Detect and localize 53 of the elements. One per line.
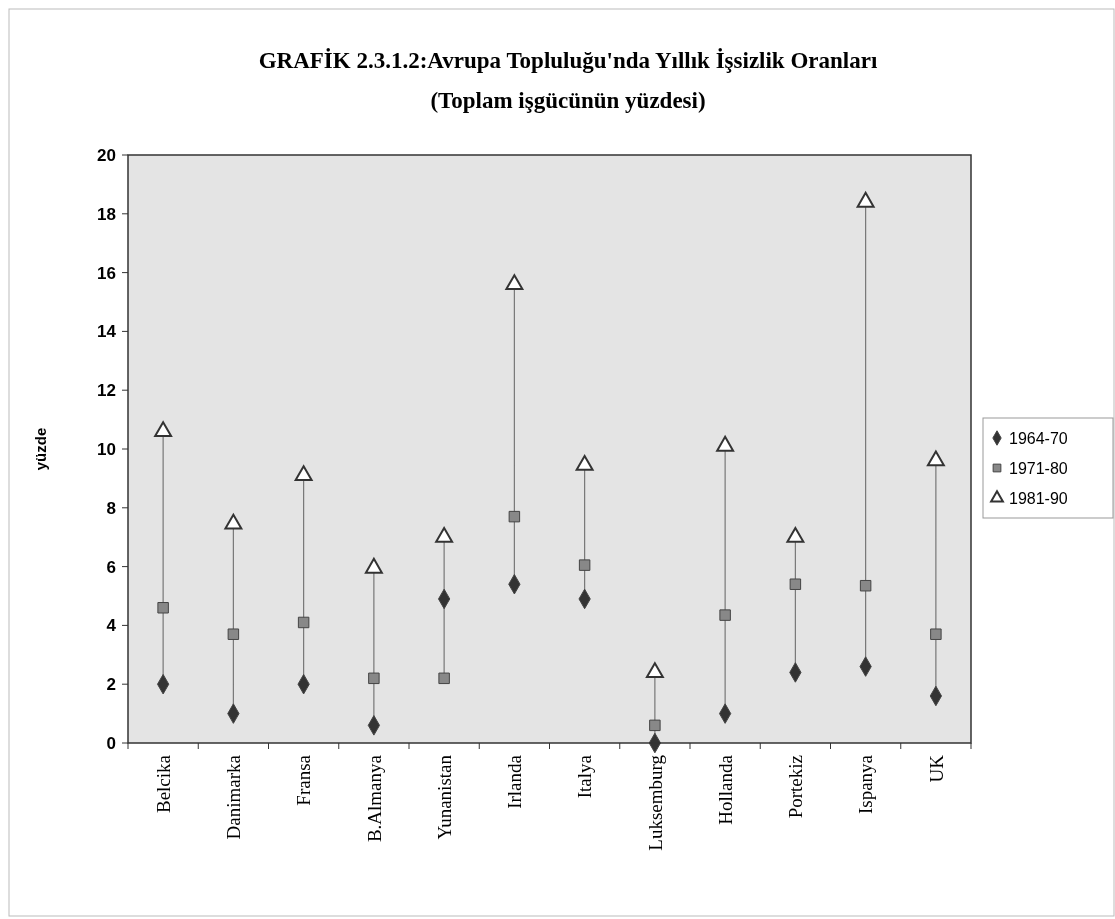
point [435, 527, 454, 543]
legend-label: 1964-70 [1009, 429, 1068, 447]
point [575, 454, 594, 471]
y-tick-label: 6 [106, 557, 116, 577]
point [297, 616, 310, 629]
x-tick-label: Hollanda [714, 754, 736, 825]
y-tick-label: 14 [97, 322, 117, 342]
point [364, 557, 383, 574]
point [649, 719, 661, 732]
point [719, 609, 731, 621]
point [157, 602, 169, 614]
x-tick-label: UK [925, 754, 947, 783]
y-tick-label: 12 [97, 381, 116, 401]
x-tick-label: Ispanya [855, 754, 877, 815]
y-tick-label: 16 [97, 263, 116, 283]
y-tick-label: 20 [97, 145, 116, 165]
point [645, 662, 664, 679]
point [716, 435, 735, 452]
point [789, 578, 802, 590]
point [224, 513, 243, 530]
y-tick-label: 18 [97, 204, 116, 224]
y-tick-label: 10 [97, 439, 116, 459]
y-tick-label: 0 [106, 733, 116, 753]
point [508, 510, 521, 523]
legend-label: 1981-90 [1009, 489, 1068, 507]
point [578, 559, 591, 571]
x-tick-label: Irlanda [504, 754, 526, 809]
x-tick-label: Yunanistan [433, 754, 455, 840]
chart-subtitle: (Toplam işgücünün yüzdesi) [430, 88, 706, 113]
x-tick-label: Portekiz [785, 755, 807, 819]
y-tick-label: 4 [106, 616, 117, 636]
x-tick-label: Danimarka [223, 754, 245, 840]
x-tick-label: B.Almanya [363, 754, 385, 843]
x-tick-label: Italya [574, 754, 596, 799]
point [227, 628, 240, 640]
point [505, 274, 524, 290]
y-axis-title: yüzde [32, 427, 49, 471]
point [859, 579, 872, 592]
y-tick-label: 2 [106, 675, 116, 695]
point [856, 191, 875, 208]
point [438, 672, 450, 685]
x-tick-label: Fransa [293, 754, 315, 806]
chart-title: GRAFİK 2.3.1.2:Avrupa Topluluğu'nda Yıllık İşsizlik Oranları [258, 48, 878, 73]
point [786, 527, 805, 543]
x-tick-label: Belcika [152, 754, 174, 814]
point [294, 465, 313, 482]
x-tick-label: Luksemburg [644, 754, 666, 851]
point [368, 672, 380, 685]
legend-label: 1971-80 [1009, 459, 1068, 477]
point [930, 628, 942, 640]
point [154, 421, 173, 437]
y-tick-label: 8 [106, 498, 116, 518]
point [926, 450, 945, 467]
